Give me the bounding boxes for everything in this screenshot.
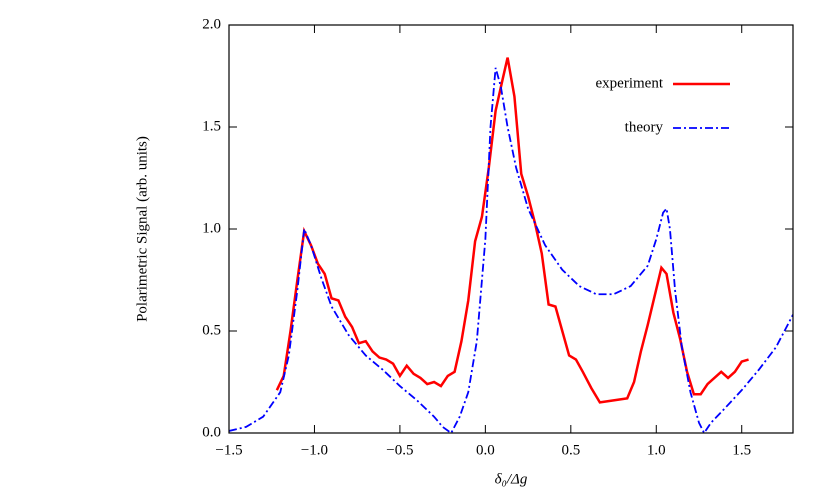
series-line — [229, 67, 793, 433]
plot-frame — [228, 24, 794, 434]
x-axis-label: δ₀/Δg — [495, 471, 528, 487]
x-tick-label: 0.0 — [476, 442, 495, 458]
y-tick-label: 1.5 — [202, 118, 221, 134]
y-tick-label: 0.5 — [202, 322, 221, 338]
x-tick-label: 0.5 — [561, 442, 580, 458]
y-tick-label: 0.0 — [202, 424, 221, 440]
y-tick-label: 2.0 — [202, 16, 221, 32]
legend-label: experiment — [596, 75, 664, 91]
series-line — [275, 57, 749, 404]
y-tick-label: 1.0 — [202, 220, 221, 236]
legend-label: theory — [625, 119, 664, 135]
y-axis-label: Polarimetric Signal (arb. units) — [134, 136, 150, 322]
x-tick-label: 1.5 — [732, 442, 751, 458]
x-tick-label: −1.0 — [301, 442, 328, 458]
x-tick-label: 1.0 — [647, 442, 666, 458]
x-tick-label: −0.5 — [386, 442, 413, 458]
x-tick-label: −1.5 — [215, 442, 242, 458]
